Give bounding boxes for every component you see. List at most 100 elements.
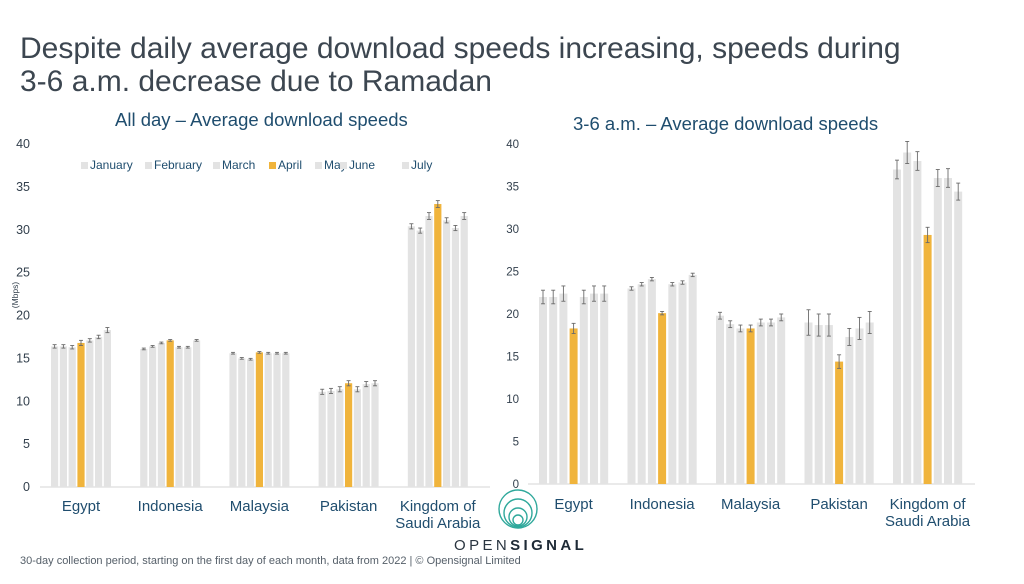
bar-3to6am-0-5 <box>590 293 598 484</box>
category-label-3to6am-2: Malaysia <box>721 496 781 513</box>
category-label-3to6am-3: Pakistan <box>810 496 868 513</box>
bar-3to6am-4-4 <box>933 178 942 484</box>
bar-3to6am-3-1 <box>814 325 823 484</box>
bar-allday-2-0 <box>229 353 237 487</box>
bar-allday-4-2 <box>425 216 433 487</box>
bar-3to6am-0-4 <box>579 297 588 484</box>
chart-title-all-day: All day – Average download speeds <box>115 109 408 130</box>
legend-swatch-january <box>81 162 88 169</box>
bar-3to6am-0-0 <box>539 297 547 484</box>
bar-allday-4-1 <box>416 230 424 488</box>
bar-allday-3-4 <box>353 389 361 487</box>
bar-3to6am-2-4 <box>756 322 765 484</box>
bar-3to6am-1-3 <box>658 313 667 484</box>
category-label-3to6am-0: Egypt <box>554 496 593 513</box>
bar-3to6am-2-6 <box>777 317 786 484</box>
y-tick-label-3to6am: 10 <box>506 394 519 406</box>
bar-allday-2-4 <box>264 353 272 487</box>
y-tick-label-allday: 5 <box>23 437 30 451</box>
opensignal-logo: OPENSIGNAL <box>454 537 587 554</box>
y-tick-label-3to6am: 15 <box>506 352 519 364</box>
bar-allday-0-2 <box>68 347 76 487</box>
bar-3to6am-3-4 <box>845 336 854 484</box>
y-tick-label-3to6am: 20 <box>506 309 519 321</box>
category-label-allday-1: Indonesia <box>138 498 204 515</box>
bar-allday-4-4 <box>443 220 451 487</box>
bar-3to6am-1-1 <box>637 284 646 484</box>
bar-allday-4-0 <box>407 226 415 487</box>
bar-3to6am-4-3 <box>923 234 932 484</box>
bar-3to6am-4-2 <box>913 161 922 484</box>
legend-label-june: June <box>349 158 375 172</box>
y-tick-label-allday: 40 <box>16 137 30 151</box>
bar-allday-3-3 <box>345 383 353 487</box>
y-tick-label-allday: 25 <box>16 266 30 280</box>
y-tick-label-allday: 0 <box>23 480 30 494</box>
legend-label-april: April <box>278 158 302 172</box>
bar-allday-1-2 <box>157 342 165 487</box>
bar-allday-3-1 <box>327 390 335 487</box>
bar-allday-0-3 <box>77 342 85 487</box>
bar-allday-0-6 <box>103 330 111 487</box>
bar-3to6am-2-5 <box>767 322 775 484</box>
logo-part2: SIGNAL <box>510 537 588 554</box>
bar-allday-2-5 <box>273 353 281 487</box>
y-tick-label-3to6am: 0 <box>513 479 519 491</box>
category-label-allday-4: Kingdom of <box>400 498 477 515</box>
bar-3to6am-1-6 <box>688 274 697 484</box>
page-title: Despite daily average download speeds in… <box>20 32 980 98</box>
bar-allday-3-2 <box>336 389 344 487</box>
category-label-allday-0: Egypt <box>62 498 101 515</box>
footer-note: 30-day collection period, starting on th… <box>20 555 521 567</box>
bar-allday-2-2 <box>247 359 255 487</box>
category-label-allday-2: Malaysia <box>230 498 290 515</box>
bar-3to6am-3-5 <box>855 328 864 484</box>
y-tick-label-allday: 35 <box>16 180 30 194</box>
bar-allday-1-6 <box>193 340 201 487</box>
bar-allday-1-3 <box>166 340 174 487</box>
bar-allday-1-1 <box>149 346 157 487</box>
bar-allday-0-1 <box>59 346 67 487</box>
bar-3to6am-0-1 <box>549 297 558 484</box>
page-title-line2: 3-6 a.m. decrease due to Ramadan <box>20 65 492 98</box>
bar-3to6am-1-4 <box>668 284 677 484</box>
bar-allday-4-3 <box>434 204 442 487</box>
legend-swatch-june <box>340 162 347 169</box>
bar-3to6am-3-0 <box>804 322 813 484</box>
bar-3to6am-3-3 <box>835 361 844 484</box>
page-title-line1: Despite daily average download speeds in… <box>20 32 901 65</box>
bar-allday-3-5 <box>362 384 370 487</box>
category-label-3to6am-1: Indonesia <box>630 496 696 513</box>
legend-label-july: July <box>411 158 432 172</box>
legend-label-january: January <box>90 158 133 172</box>
bar-allday-2-3 <box>255 352 263 487</box>
bar-3to6am-1-5 <box>678 282 687 484</box>
legend-swatch-april <box>269 162 276 169</box>
bar-allday-2-6 <box>282 353 290 487</box>
bar-3to6am-2-1 <box>726 324 735 484</box>
bar-allday-3-6 <box>371 383 379 487</box>
bar-3to6am-0-6 <box>600 293 609 484</box>
bar-allday-1-4 <box>175 347 183 487</box>
bar-3to6am-4-6 <box>954 191 963 484</box>
y-tick-label-allday: 15 <box>16 351 30 365</box>
bar-3to6am-3-2 <box>824 325 833 484</box>
y-axis-label-allday: (Mbps) <box>10 282 20 309</box>
bar-3to6am-2-0 <box>716 315 724 484</box>
legend-label-march: March <box>222 158 255 172</box>
category-label-allday-4: Saudi Arabia <box>395 515 481 532</box>
y-tick-label-3to6am: 40 <box>506 139 519 151</box>
bar-allday-0-5 <box>95 336 103 487</box>
bar-3to6am-0-3 <box>569 328 578 484</box>
chart-title-3-6am: 3-6 a.m. – Average download speeds <box>573 113 879 134</box>
logo-part1: OPEN <box>454 537 511 554</box>
bar-3to6am-4-0 <box>893 169 901 484</box>
category-label-3to6am-4: Saudi Arabia <box>885 513 971 530</box>
bar-3to6am-4-5 <box>944 178 952 484</box>
y-tick-label-3to6am: 35 <box>506 182 519 194</box>
bar-3to6am-2-2 <box>736 328 745 484</box>
bar-3to6am-0-2 <box>559 293 568 484</box>
bar-allday-2-1 <box>238 358 246 487</box>
y-tick-label-3to6am: 25 <box>506 267 519 279</box>
